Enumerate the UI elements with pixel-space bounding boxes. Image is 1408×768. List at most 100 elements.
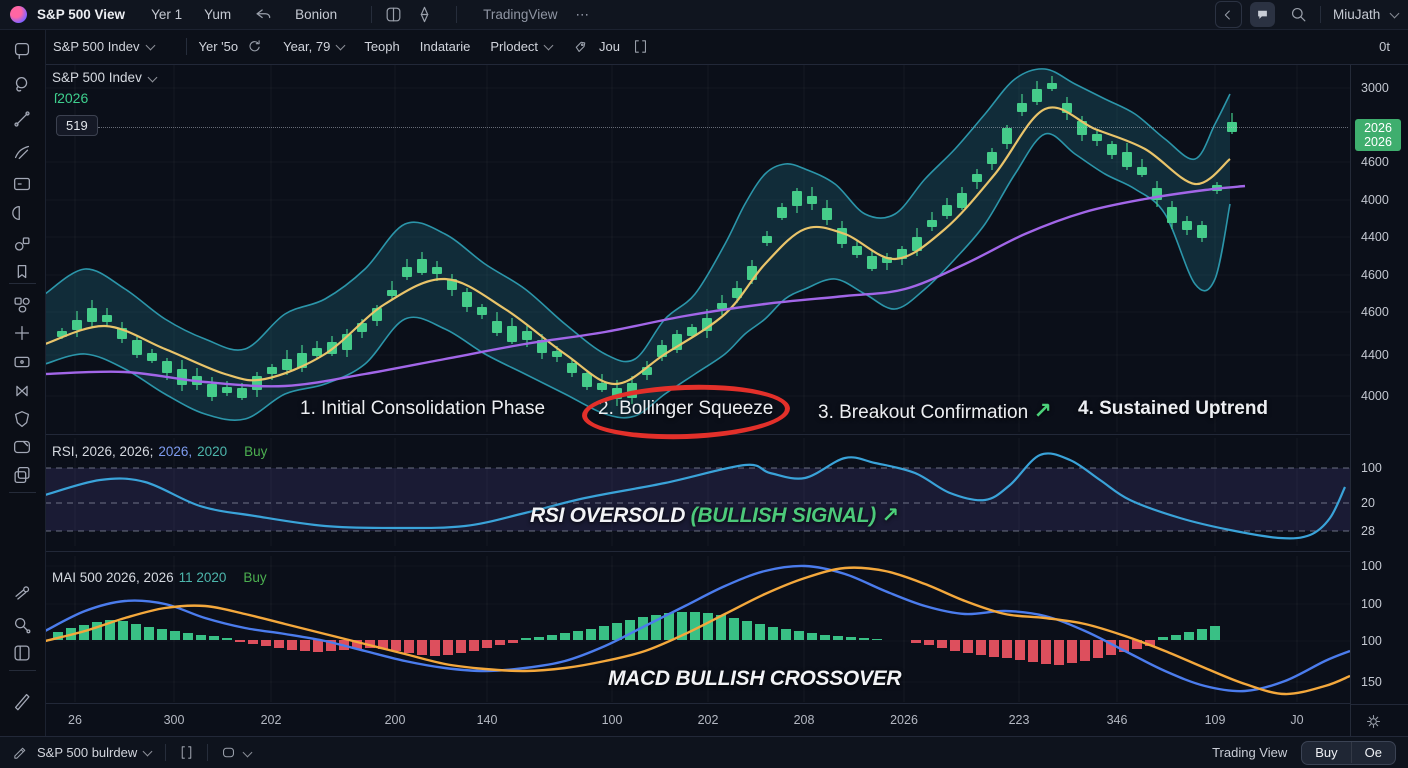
folder-icon[interactable]	[11, 436, 33, 458]
time-axis-label: 202	[697, 713, 719, 727]
toolbar-item-teoph[interactable]: Teoph	[364, 39, 400, 54]
undo-icon[interactable]	[253, 6, 273, 24]
forecast-icon[interactable]	[11, 351, 33, 373]
divider	[207, 744, 209, 761]
ruler-icon[interactable]	[11, 690, 33, 712]
periods-selector[interactable]: Prlodect	[490, 39, 554, 54]
pane-separator[interactable]	[45, 434, 1350, 435]
back-button[interactable]	[1214, 1, 1242, 28]
rsi-label: RSI, 2026, 2026;	[52, 444, 154, 459]
brand-label[interactable]: TradingView	[483, 7, 558, 22]
time-axis-label: 2026	[890, 713, 918, 727]
compass-icon[interactable]	[415, 5, 434, 24]
screenshot-icon[interactable]	[11, 642, 33, 664]
time-axis-label: 109	[1204, 713, 1226, 727]
shape-frame-icon[interactable]	[220, 744, 237, 761]
main-chart[interactable]	[45, 64, 1350, 432]
menu-item-1[interactable]: Yer 1	[151, 7, 183, 22]
oe-button[interactable]: Oe	[1364, 745, 1382, 760]
refresh-icon[interactable]	[246, 38, 263, 55]
trendline-icon[interactable]	[11, 108, 33, 130]
up-right-arrow-icon: ↗	[881, 504, 900, 527]
text-icon[interactable]	[11, 173, 33, 195]
position-icon[interactable]	[11, 261, 33, 283]
divider	[1319, 6, 1321, 23]
price-axis-label: 4000	[1361, 389, 1389, 403]
divider	[185, 38, 187, 55]
account-menu[interactable]: MiuJath	[1333, 7, 1400, 22]
chat-button[interactable]	[1249, 2, 1275, 27]
chevron-down-icon	[335, 40, 346, 51]
pane-separator[interactable]	[45, 551, 1350, 552]
time-axis[interactable]: 26 300 202 200 140 100 202 208 2026 223 346 109 J0	[45, 703, 1350, 738]
legend-price-value: ſ2026	[54, 90, 89, 106]
toolbar-item-jou[interactable]: Jou	[599, 39, 621, 54]
up-right-arrow-icon: ↗	[1033, 398, 1052, 423]
overflow-menu[interactable]: ⋯	[575, 6, 591, 22]
bottom-symbol-selector[interactable]: S&P 500 bulrdew	[37, 745, 153, 760]
price-axis-label: 150	[1361, 675, 1382, 689]
rsi-value-2: 2020	[197, 444, 228, 459]
macd-legend[interactable]: MAI 500 2026, 2026 11 2020 Buy	[52, 570, 267, 585]
fullscreen-brackets-icon[interactable]	[632, 38, 649, 55]
symbol-selector[interactable]: S&P 500 Indev	[53, 39, 155, 54]
bottombar: S&P 500 bulrdew Trading View Buy Oe	[0, 736, 1408, 768]
price-axis[interactable]: 2026 2026 3000 4600 4000 4400 4600 4600 4400 40…	[1350, 64, 1408, 738]
menu-item-3[interactable]: Bonion	[295, 7, 338, 22]
current-price-line	[98, 127, 1348, 128]
layout-panel-icon[interactable]	[384, 5, 403, 24]
divider	[371, 6, 373, 23]
menu-item-2[interactable]: Yum	[204, 7, 232, 22]
price-axis-label: 100	[1361, 559, 1382, 573]
range-selector[interactable]: Year, 79	[283, 39, 346, 54]
magnet-icon[interactable]	[11, 582, 33, 604]
chevron-down-icon	[145, 40, 155, 51]
tag-icon[interactable]	[572, 38, 589, 55]
annotation-phase-2: 2. Bollinger Squeeze	[598, 398, 774, 419]
buy-button[interactable]: Buy	[1302, 742, 1352, 763]
macd-value: 11 2020	[178, 570, 227, 585]
main-chart-legend[interactable]: S&P 500 Indev	[52, 70, 158, 85]
interval-selector[interactable]: Yer '5o	[198, 39, 239, 54]
rail-separator	[9, 492, 36, 493]
zoom-icon[interactable]	[11, 614, 33, 636]
time-axis-label: 202	[260, 713, 282, 727]
app-logo-icon[interactable]	[10, 6, 27, 23]
shapes-group-icon[interactable]	[11, 294, 33, 316]
shape-icon[interactable]	[11, 202, 33, 224]
macd-pane[interactable]	[45, 556, 1350, 702]
axis-corner-label: 0t	[1379, 39, 1390, 54]
emblem-icon[interactable]	[11, 408, 33, 430]
macd-buy-signal: Buy	[243, 570, 267, 585]
chevron-down-icon[interactable]	[242, 747, 253, 758]
settings-gear-icon[interactable]	[1365, 713, 1382, 730]
pattern-icon[interactable]	[11, 233, 33, 255]
annotation-phase-1: 1. Initial Consolidation Phase	[300, 398, 546, 419]
toolbar-item-indicators[interactable]: Indatarie	[419, 39, 471, 54]
layers-icon[interactable]	[11, 464, 33, 486]
pencil-icon[interactable]	[12, 744, 29, 761]
price-axis-label: 3000	[1361, 81, 1389, 95]
lasso-icon[interactable]	[11, 74, 33, 96]
search-icon[interactable]	[1289, 5, 1308, 24]
time-axis-label: 200	[384, 713, 406, 727]
price-axis-label: 4000	[1361, 193, 1389, 207]
cursor-icon[interactable]	[11, 40, 33, 62]
rsi-value-1: 2026,	[158, 444, 193, 459]
rsi-pane[interactable]	[45, 438, 1350, 546]
time-axis-label: 208	[793, 713, 815, 727]
price-axis-label: 100	[1361, 634, 1382, 648]
rsi-legend[interactable]: RSI, 2026, 2026; 2026, 2020 Buy	[52, 444, 267, 459]
chevron-down-icon	[1389, 8, 1400, 19]
ribbon-icon[interactable]	[11, 380, 33, 402]
current-price-label: 2026 2026	[1355, 119, 1401, 151]
macd-crossover-annotation: MACD BULLISH CROSSOVER	[608, 667, 902, 690]
rsi-oversold-annotation: RSI OVERSOLD (BULLISH SIGNAL) ↗	[530, 504, 900, 527]
plus-icon[interactable]	[11, 322, 33, 344]
brackets-icon[interactable]	[178, 744, 195, 761]
price-axis-label: 4600	[1361, 155, 1389, 169]
pitchfork-icon[interactable]	[11, 141, 33, 163]
annotation-phase-3: 3. Breakout Confirmation ↗	[818, 398, 1052, 423]
time-axis-label: J0	[1290, 713, 1304, 727]
drawing-toolbar	[0, 29, 46, 768]
